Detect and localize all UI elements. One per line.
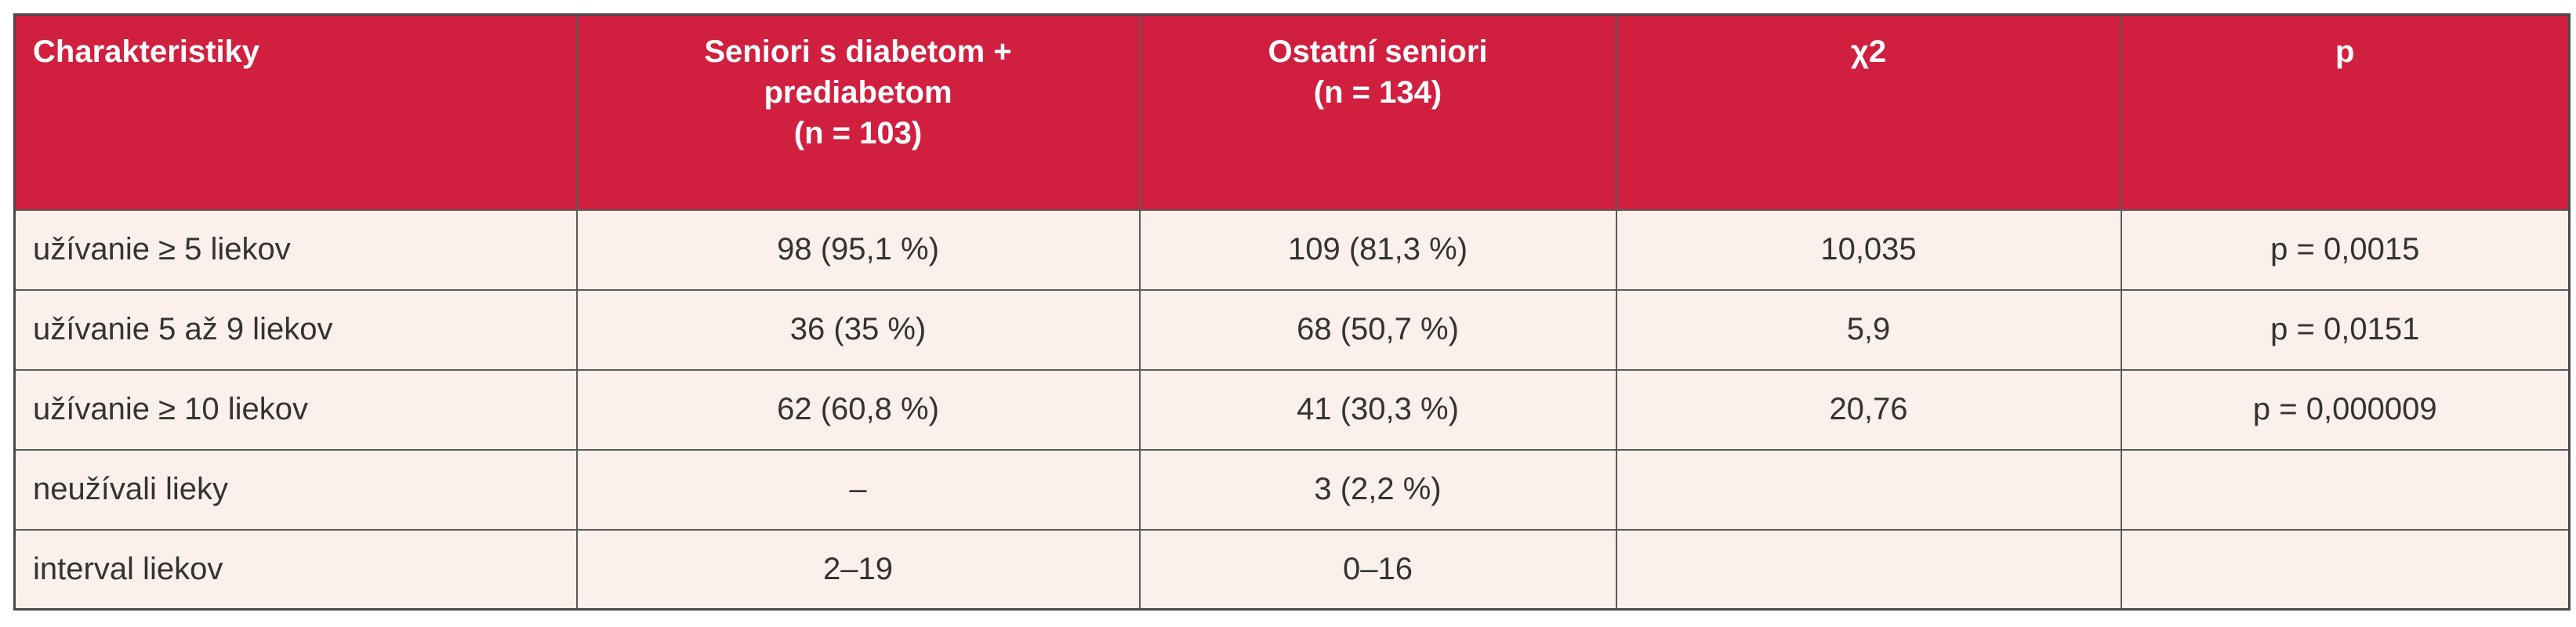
table-row: užívanie ≥ 10 liekov 62 (60,8 %) 41 (30,3 … bbox=[13, 368, 2571, 451]
header-cell: χ2 bbox=[1615, 13, 2122, 211]
table-cell: neužívali lieky bbox=[13, 448, 578, 531]
table-cell: užívanie 5 až 9 liekov bbox=[13, 288, 578, 371]
table-cell: interval liekov bbox=[13, 528, 578, 611]
header-cell: p bbox=[2120, 13, 2571, 211]
table-cell: 20,76 bbox=[1615, 368, 2122, 451]
table-cell bbox=[1615, 448, 2122, 531]
header-text: p bbox=[2335, 34, 2355, 69]
table-cell bbox=[1615, 528, 2122, 611]
table-cell: 62 (60,8 %) bbox=[575, 368, 1141, 451]
table-cell: 0–16 bbox=[1138, 528, 1617, 611]
table-cell: 41 (30,3 %) bbox=[1138, 368, 1617, 451]
table-body: užívanie ≥ 5 liekov 98 (95,1 %) 109 (81,3 … bbox=[13, 208, 2571, 611]
header-cell: Charakteristiky bbox=[13, 13, 578, 211]
header-cell: Seniori s diabetom + prediabetom (n = 103) bbox=[575, 13, 1141, 211]
header-text: prediabetom bbox=[764, 75, 952, 110]
table-cell: 2–19 bbox=[575, 528, 1141, 611]
table-cell: užívanie ≥ 10 liekov bbox=[13, 368, 578, 451]
header-cell: Ostatní seniori (n = 134) bbox=[1138, 13, 1617, 211]
table-row: užívanie 5 až 9 liekov 36 (35 %) 68 (50,7 … bbox=[13, 288, 2571, 371]
table-cell: – bbox=[575, 448, 1141, 531]
header-text: (n = 103) bbox=[793, 116, 923, 150]
table-cell: 98 (95,1 %) bbox=[575, 208, 1141, 291]
table-cell bbox=[2120, 528, 2571, 611]
table-cell: p = 0,000009 bbox=[2120, 368, 2571, 451]
table-cell bbox=[2120, 448, 2571, 531]
header-text: Seniori s diabetom + bbox=[704, 34, 1012, 69]
table-cell: 10,035 bbox=[1615, 208, 2122, 291]
table-container: Charakteristiky Seniori s diabetom + predi… bbox=[13, 13, 2571, 611]
table-cell: p = 0,0151 bbox=[2120, 288, 2571, 371]
table-row: neužívali lieky –3 (2,2 %) bbox=[13, 448, 2571, 531]
table-cell: 68 (50,7 %) bbox=[1138, 288, 1617, 371]
table-row: užívanie ≥ 5 liekov 98 (95,1 %) 109 (81,3 … bbox=[13, 208, 2571, 291]
header-text: Charakteristiky bbox=[33, 34, 260, 69]
header-row: Charakteristiky Seniori s diabetom + predi… bbox=[13, 13, 2571, 211]
header-text: χ2 bbox=[1850, 34, 1887, 69]
table-cell: p = 0,0015 bbox=[2120, 208, 2571, 291]
header-text: (n = 134) bbox=[1313, 75, 1442, 110]
data-table: Charakteristiky Seniori s diabetom + predi… bbox=[13, 13, 2571, 611]
table-cell: 36 (35 %) bbox=[575, 288, 1141, 371]
table-cell: 109 (81,3 %) bbox=[1138, 208, 1617, 291]
header-text: Ostatní seniori bbox=[1268, 34, 1488, 69]
table-cell: 3 (2,2 %) bbox=[1138, 448, 1617, 531]
table-cell: užívanie ≥ 5 liekov bbox=[13, 208, 578, 291]
table-row: interval liekov 2–19 0–16 bbox=[13, 528, 2571, 611]
table-cell: 5,9 bbox=[1615, 288, 2122, 371]
